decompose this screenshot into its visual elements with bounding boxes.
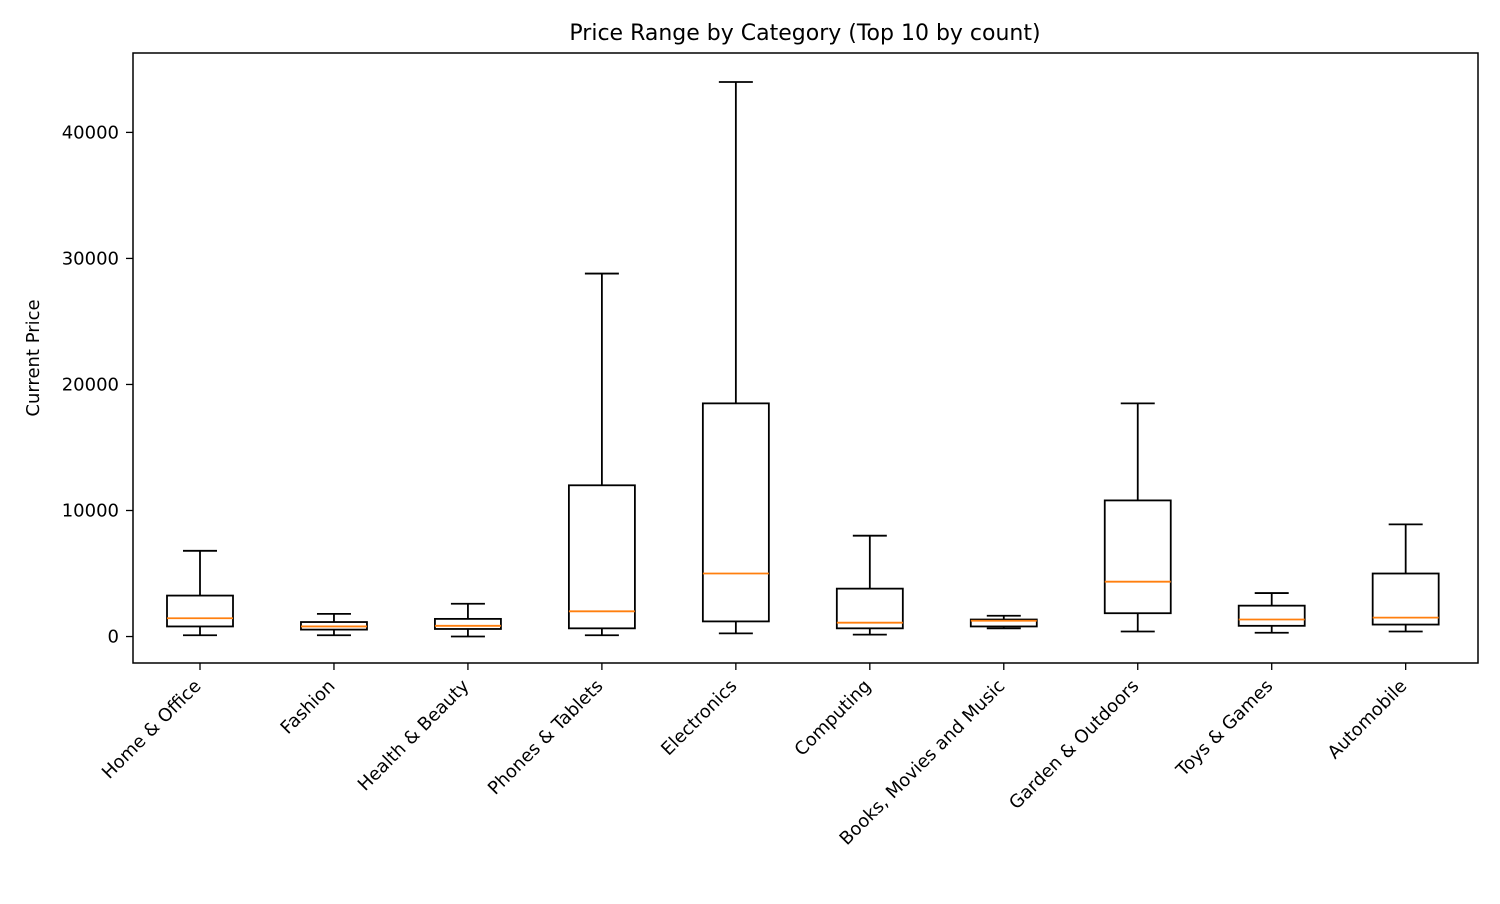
box-group [166, 549, 234, 637]
chart-title: Price Range by Category (Top 10 by count… [569, 21, 1040, 46]
iqr-box [1103, 499, 1172, 615]
box-group [969, 614, 1038, 630]
plot-area-frame [132, 52, 1479, 664]
y-tick-label: 0 [108, 627, 119, 648]
box-group [1103, 402, 1172, 633]
box-series [166, 81, 1440, 638]
y-axis-label: Current Price [23, 299, 44, 416]
iqr-box [969, 618, 1038, 628]
iqr-box [835, 587, 904, 630]
x-tick-label: Home & Office [98, 676, 206, 784]
iqr-box [166, 594, 234, 628]
x-tick-label: Toys & Games [1172, 676, 1278, 782]
y-tick-label: 40000 [62, 122, 119, 143]
box-group [1237, 592, 1306, 634]
box-group [567, 272, 636, 637]
box-group [835, 534, 904, 636]
x-tick-label: Computing [791, 676, 876, 761]
x-tick-label: Health & Beauty [354, 675, 474, 795]
iqr-box [434, 617, 502, 630]
x-tick-label: Garden & Outdoors [1005, 676, 1143, 814]
x-tick-label: Electronics [657, 676, 741, 760]
y-tick-label: 30000 [62, 248, 119, 269]
iqr-box [1371, 572, 1440, 626]
iqr-box [567, 484, 636, 630]
box-group [300, 612, 368, 637]
x-tick-label: Automobile [1324, 676, 1412, 764]
y-tick-label: 20000 [62, 374, 119, 395]
box-group [1371, 523, 1440, 633]
iqr-box [1237, 604, 1306, 627]
x-tick-label: Phones & Tablets [484, 676, 607, 799]
y-axis-ticks: 0 10000 20000 30000 40000 [62, 122, 133, 648]
box-group [434, 602, 502, 638]
x-axis-ticks: Home & Office Fashion Health & Beauty Phone… [98, 663, 1411, 849]
x-tick-label: Fashion [277, 676, 340, 739]
box-group [701, 81, 770, 635]
iqr-box [701, 402, 770, 623]
y-tick-label: 10000 [62, 501, 119, 522]
